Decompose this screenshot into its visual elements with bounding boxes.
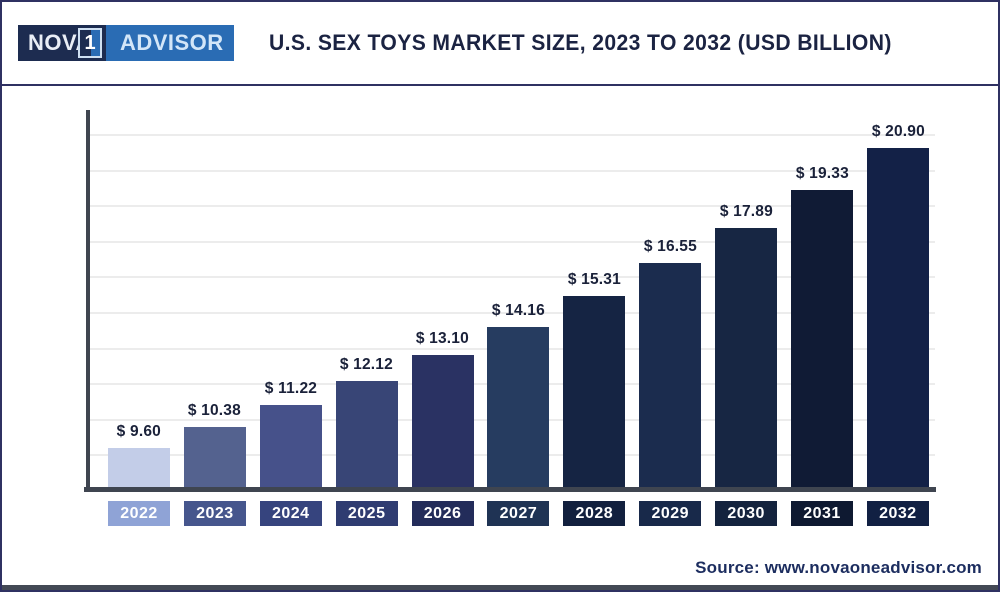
gridline (90, 312, 935, 314)
x-label-2030: 2030 (715, 501, 778, 526)
bar-2022 (108, 448, 170, 487)
x-label-2023: 2023 (183, 501, 246, 526)
bar-value-label-2029: $ 16.55 (643, 238, 697, 255)
title-wrap: U.S. SEX TOYS MARKET SIZE, 2023 TO 2032 … (234, 30, 998, 56)
bar-value-label-2026: $ 13.10 (415, 330, 470, 347)
bar-value-label-2028: $ 15.31 (567, 271, 621, 288)
bar-2030 (715, 228, 778, 487)
bar-2028 (563, 296, 626, 487)
bar-2027 (487, 327, 550, 487)
x-label-2024: 2024 (259, 501, 322, 526)
bar-2024 (259, 405, 322, 487)
source-text: Source: www.novaoneadvisor.com (695, 558, 982, 577)
x-label-2028: 2028 (563, 501, 626, 526)
x-label-2025: 2025 (335, 501, 398, 526)
bar-group-2028: $ 15.31 (563, 271, 626, 487)
bar-2031 (791, 190, 854, 487)
bar-group-2025: $ 12.12 (335, 356, 398, 487)
bars-row: $ 9.60 $ 10.38 $ 11.22 $ 12.12 $ 13.10 $ 14.1… (90, 112, 935, 487)
bar-value-label-2022: $ 9.60 (116, 423, 162, 440)
gridline (90, 205, 935, 207)
x-axis-line (84, 487, 936, 492)
x-label-2031: 2031 (791, 501, 854, 526)
x-label-2022: 2022 (108, 501, 170, 526)
bar-value-label-2027: $ 14.16 (491, 302, 546, 319)
bar-2023 (183, 427, 246, 487)
nova-one-advisor-logo: NOVA ADVISOR 1 (18, 25, 234, 61)
bar-group-2023: $ 10.38 (183, 402, 246, 487)
bar-group-2030: $ 17.89 (715, 203, 778, 487)
x-axis-labels-row: 2022 2023 2024 2025 2026 2027 2028 2029 2030 2031… (90, 501, 935, 526)
chart-title: U.S. SEX TOYS MARKET SIZE, 2023 TO 2032 … (269, 30, 893, 55)
bar-group-2027: $ 14.16 (487, 302, 550, 487)
x-label-2027: 2027 (487, 501, 550, 526)
bar-value-label-2031: $ 19.33 (795, 165, 849, 182)
x-label-2032: 2032 (866, 501, 929, 526)
bar-group-2032: $ 20.90 (866, 123, 929, 487)
gridline (90, 134, 935, 136)
y-axis-line (86, 110, 90, 491)
bar-2026 (411, 355, 474, 487)
bar-group-2022: $ 9.60 (108, 423, 170, 487)
x-label-2026: 2026 (411, 501, 474, 526)
x-label-2029: 2029 (639, 501, 702, 526)
logo-advisor-segment: ADVISOR (105, 25, 234, 61)
bar-value-label-2024: $ 11.22 (264, 380, 317, 397)
bar-group-2031: $ 19.33 (791, 165, 854, 487)
bar-group-2026: $ 13.10 (411, 330, 474, 487)
bar-2025 (335, 381, 398, 487)
gridline (90, 241, 935, 243)
bar-group-2029: $ 16.55 (639, 238, 702, 487)
gridline (90, 276, 935, 278)
bar-2029 (639, 263, 702, 487)
bar-group-2024: $ 11.22 (259, 380, 322, 487)
bar-value-label-2025: $ 12.12 (340, 356, 394, 373)
bottom-accent-bar (2, 585, 998, 590)
bar-value-label-2032: $ 20.90 (871, 123, 925, 140)
bar-value-label-2023: $ 10.38 (188, 402, 242, 419)
header: NOVA ADVISOR 1 U.S. SEX TOYS MARKET SIZE… (2, 2, 998, 86)
gridline (90, 170, 935, 172)
bar-value-label-2030: $ 17.89 (719, 203, 773, 220)
bar-2032 (866, 148, 929, 487)
logo-one-badge: 1 (78, 28, 102, 58)
